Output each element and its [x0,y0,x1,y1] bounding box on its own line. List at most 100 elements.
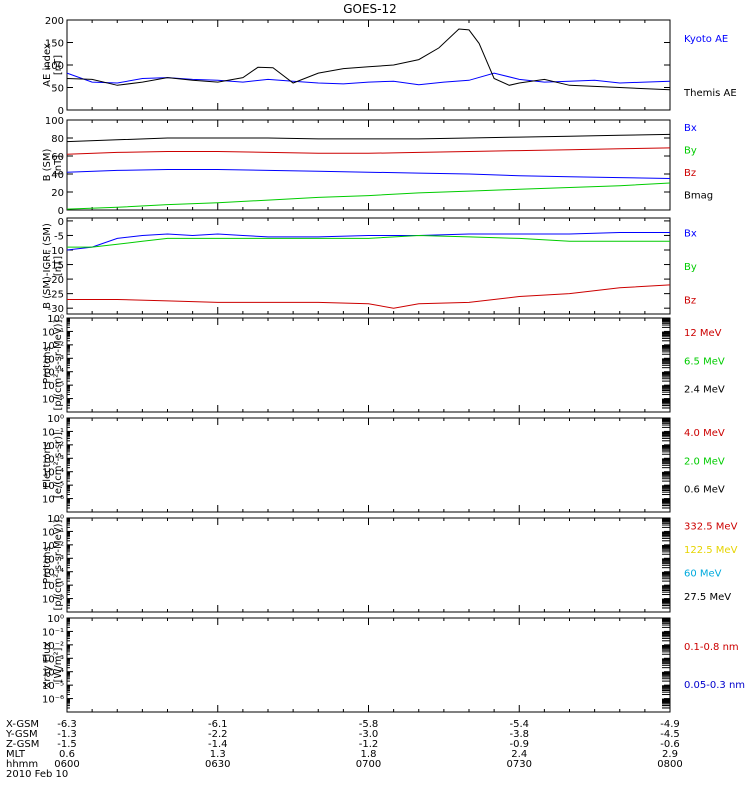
series-line-bz [67,284,671,309]
legend-label: Kyoto AE [684,34,728,45]
legend-label: 0.1-0.8 nm [684,642,739,653]
y-axis-label: [e/(cm²-s-sr)] [53,432,64,498]
footer-row-value: -0.9 [509,739,529,750]
series-line-by [67,234,670,248]
footer-row-label: X-GSM [6,719,39,730]
y-axis-label: B (SM)-IGRF (SM) [42,223,53,309]
y-tick-label: 10⁻⁴ [42,568,64,579]
y-tick-label: -10 [48,246,64,257]
y-axis-label: AE index [42,43,53,87]
footer-row-label: Z-GSM [6,739,39,750]
y-axis-label: Xray Flux [42,641,53,688]
legend-label: Bz [684,168,696,179]
footer-row-value: -6.1 [208,719,228,730]
y-tick-label: 10⁰ [47,314,64,325]
panel-1: 0 20 40 60 80 100 B (SM) [nT] Bx By Bz Bmag [42,116,713,217]
y-tick-label: 10⁻³ [42,454,64,465]
legend-label: 2.0 MeV [684,456,725,467]
y-tick-label: 10⁻⁴ [42,668,64,679]
legend-label: Bx [684,228,697,239]
panel-frame [66,217,671,315]
y-tick-label: 10⁻⁴ [42,468,64,479]
footer-row-value: -2.2 [208,729,228,740]
y-axis-label: [nT] [53,155,64,175]
panel-frame [66,617,671,713]
legend-label: 60 MeV [684,569,722,580]
y-tick-label: 10⁰ [47,514,64,525]
y-tick-label: -30 [48,304,64,315]
series-line-bz [66,147,671,155]
y-tick-label: 10⁻¹ [42,427,64,438]
y-tick-label: 10⁻³ [42,354,64,365]
panel-0: 0 50 100 150 200 AE index [nT] Kyoto AE Themis A… [42,16,737,117]
footer-row-label: hhmm [6,759,38,770]
panel-frame [66,119,671,211]
footer-row-value: 2.9 [662,749,678,760]
legend-label: 4.0 MeV [684,428,725,439]
y-tick-label: 10⁻⁴ [42,368,64,379]
y-tick-label: 200 [45,16,64,27]
y-tick-label: 10⁻⁵ [42,481,64,492]
legend-label: Bx [684,123,697,134]
y-tick-label: 40 [51,170,64,181]
legend-label: Bz [684,296,696,307]
y-tick-label: -15 [48,261,64,272]
y-tick-label: 10⁻⁶ [42,395,64,406]
y-axis-label: [W/m²] [53,647,64,682]
y-tick-label: 10⁻² [42,541,64,552]
series-line-bmag [66,133,671,143]
footer-row-value: -1.2 [359,739,379,750]
y-tick-label: 50 [51,84,64,95]
footer-row-value: 0600 [54,759,79,770]
y-tick-label: 10⁻¹ [42,527,64,538]
footer-row-value: -4.9 [660,719,680,730]
y-tick-label: 10⁰ [47,414,64,425]
footer-row-value: 0630 [205,759,230,770]
footer-row-value: 0800 [657,759,682,770]
series-line-themis-ae [66,28,671,91]
series-line-by [66,182,671,210]
panel-frame [66,417,671,513]
footer-row-label: MLT [6,749,26,760]
y-axis-label: [p/(cm²-s-sr-MeV)] [53,519,64,610]
panel-6: 10⁰ 10⁻¹ 10⁻² 10⁻³ 10⁻⁴ 10⁻⁵ 10⁻⁶ Xray Flux [W/m… [42,614,745,713]
y-tick-label: 10⁻³ [42,554,64,565]
footer-row-value: -1.5 [57,739,77,750]
legend-label: 0.6 MeV [684,485,725,496]
series-line-bx [66,169,671,179]
y-tick-label: 100 [45,116,64,127]
y-tick-label: 10⁻¹ [42,327,64,338]
footer-row-value: -3.0 [359,729,379,740]
y-tick-label: 10⁻⁶ [42,495,64,506]
y-tick-label: 10⁻⁵ [42,681,64,692]
y-tick-label: 20 [51,188,64,199]
panel-5: 10⁰ 10⁻¹ 10⁻² 10⁻³ 10⁻⁴ 10⁻⁵ 10⁻⁶ Protons [p/(cm… [42,514,738,613]
chart-footer: X-GSM -6.3 -6.1 -5.8 -5.4 -4.9 Y-GSM -1.3 -2.2 -3… [5,719,683,780]
panel-2: -30 -25 -20 -15 -10 -5 0 B (SM)-IGRF (SM) [nT] Bx… [42,217,697,315]
footer-date: 2010 Feb 10 [6,769,68,780]
footer-row-value: -4.5 [660,729,680,740]
y-tick-label: 10⁻¹ [42,627,64,638]
y-axis-label: [p/(cm²-s-sr-MeV)] [53,319,64,410]
y-tick-label: 10⁻² [42,441,64,452]
panel-frame [66,317,671,413]
y-axis-label: [nT] [53,55,64,75]
footer-row-value: -5.8 [359,719,379,730]
y-tick-label: 60 [51,152,64,163]
y-tick-label: 10⁻⁵ [42,381,64,392]
footer-row-value: 2.4 [511,749,527,760]
y-tick-label: -20 [48,275,64,286]
y-tick-label: 100 [45,61,64,72]
y-axis-label: Electrons [42,442,53,488]
y-tick-label: -5 [54,231,64,242]
footer-row-value: 1.3 [210,749,226,760]
panel-frame [66,19,671,111]
legend-label: 0.05-0.3 nm [684,680,745,691]
footer-row-value: -0.6 [660,739,680,750]
legend-label: 12 MeV [684,328,722,339]
y-axis-label: [nT] [53,256,64,276]
y-tick-label: 10⁻² [42,641,64,652]
y-tick-label: 10⁻⁶ [42,695,64,706]
